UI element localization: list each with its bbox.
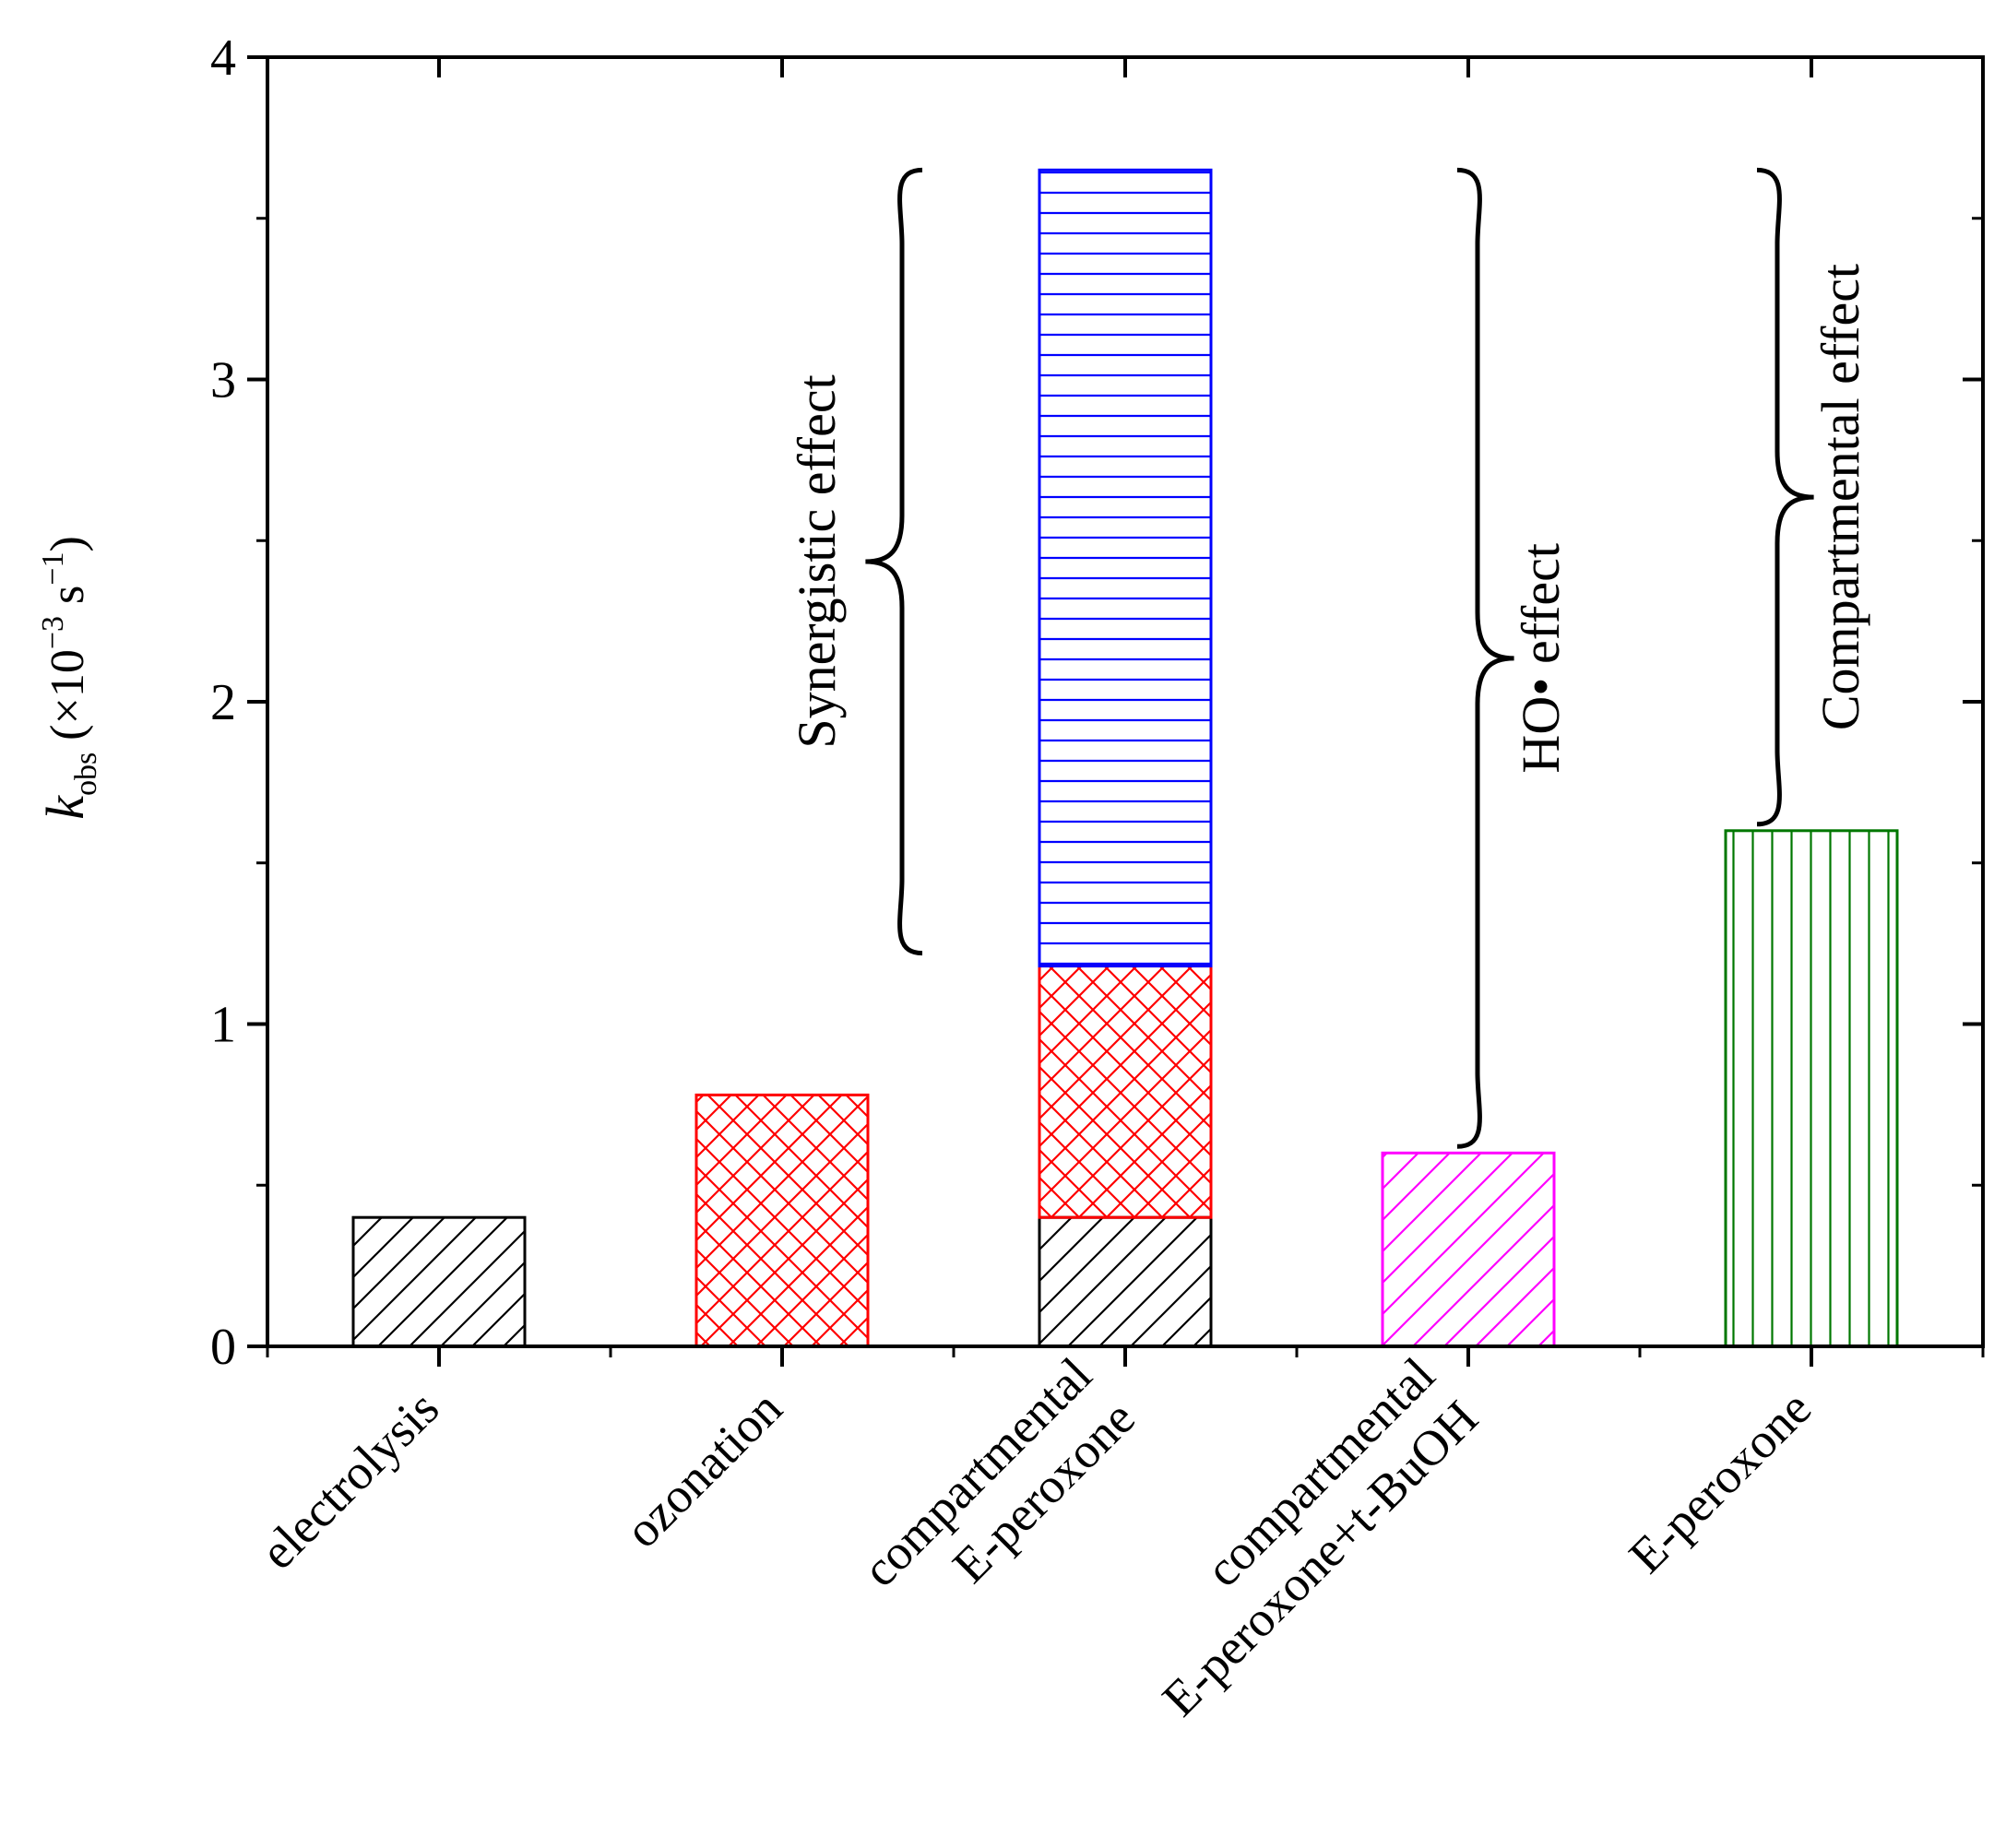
annotation-label-3: Compartmental effect <box>1810 264 1870 730</box>
bar-group-1 <box>351 1215 527 1348</box>
bar-segment-3-3 <box>1038 168 1213 968</box>
category-label-1: electrolysis <box>250 1380 449 1580</box>
bars-layer <box>351 168 1899 1348</box>
annotation-label-1: Synergistic effect <box>787 374 847 748</box>
bar-group-3 <box>1038 168 1213 1348</box>
bar-group-2 <box>694 1093 870 1348</box>
y-axis-title: kobs (×10−3 s−1) <box>35 536 103 820</box>
y-tick-label: 2 <box>210 674 236 731</box>
bar-segment-3-1 <box>1038 1215 1213 1348</box>
annotation-label-2: HO• effect <box>1511 543 1571 774</box>
y-tick-label: 1 <box>210 997 236 1054</box>
annotations-layer: Synergistic effect HO• effect Compartmenta… <box>787 167 1870 1149</box>
y-tick-label: 3 <box>210 352 236 409</box>
y-tick-label: 0 <box>210 1319 236 1376</box>
axes-layer: 0 1 2 3 4 <box>210 30 1985 1376</box>
category-label-line: E-peroxone <box>1619 1380 1822 1584</box>
annotation-brace-1 <box>865 167 923 956</box>
bar-segment-2-1 <box>694 1093 870 1348</box>
category-label-5: E-peroxone <box>1619 1380 1822 1584</box>
category-label-line: ozonation <box>614 1380 792 1558</box>
bar-group-4 <box>1381 1151 1556 1348</box>
bar-group-5 <box>1724 829 1899 1348</box>
category-labels: electrolysis ozonation compartmentalE-pero… <box>250 1347 1822 1727</box>
y-tick-label: 4 <box>210 30 236 87</box>
bar-segment-4-1 <box>1381 1151 1556 1348</box>
annotation-brace-3 <box>1756 167 1814 827</box>
annotation-brace-2 <box>1456 167 1514 1149</box>
bar-segment-3-2 <box>1038 965 1213 1219</box>
bar-segment-1-1 <box>351 1215 527 1348</box>
category-label-line: electrolysis <box>250 1380 449 1580</box>
category-label-2: ozonation <box>614 1380 792 1558</box>
bar-segment-5-1 <box>1724 829 1899 1348</box>
